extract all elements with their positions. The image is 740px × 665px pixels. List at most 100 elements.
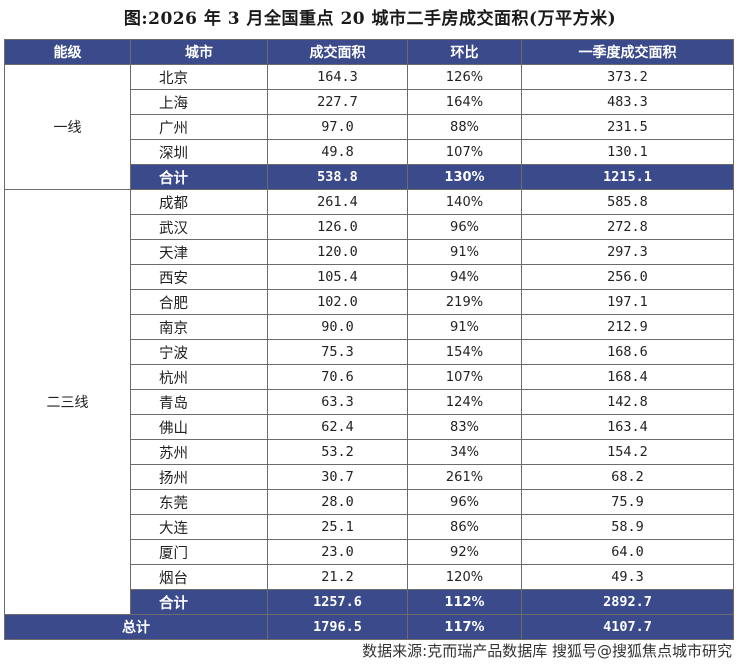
- header-tier: 能级: [4, 39, 131, 65]
- total-row: 总计 1796.5 117% 4107.7: [4, 614, 734, 640]
- area-value: 63.3: [267, 389, 408, 415]
- city-name: 合肥: [130, 289, 268, 315]
- city-name: 深圳: [130, 139, 268, 165]
- city-name: 南京: [130, 314, 268, 340]
- subtotal-row: 合计 538.8 130% 1215.1: [5, 164, 734, 190]
- subtotal-label: 合计: [130, 164, 268, 190]
- q1-value: 75.9: [521, 489, 734, 515]
- subtotal-label: 合计: [130, 589, 268, 615]
- mom-value: 86%: [407, 514, 522, 540]
- table-row: 武汉 126.0 96% 272.8: [5, 214, 734, 240]
- total-q1: 4107.7: [521, 614, 734, 640]
- q1-value: 68.2: [521, 464, 734, 490]
- city-name: 成都: [130, 189, 268, 215]
- area-value: 90.0: [267, 314, 408, 340]
- data-table: 能级 城市 成交面积 环比 一季度成交面积 一线 北京 164.3 126% 373.2…: [4, 39, 734, 640]
- city-name: 宁波: [130, 339, 268, 365]
- q1-value: 231.5: [521, 114, 734, 140]
- city-name: 扬州: [130, 464, 268, 490]
- table-row: 广州 97.0 88% 231.5: [5, 114, 734, 140]
- mom-value: 261%: [407, 464, 522, 490]
- header-mom: 环比: [407, 39, 522, 65]
- data-source: 数据来源:克而瑞产品数据库 搜狐号@搜狐焦点城市研究: [362, 642, 732, 660]
- table-row: 青岛 63.3 124% 142.8: [5, 389, 734, 415]
- mom-value: 83%: [407, 414, 522, 440]
- total-area: 1796.5: [267, 614, 408, 640]
- mom-value: 96%: [407, 214, 522, 240]
- q1-value: 163.4: [521, 414, 734, 440]
- mom-value: 164%: [407, 89, 522, 115]
- subtotal-q1: 1215.1: [521, 164, 734, 190]
- area-value: 30.7: [267, 464, 408, 490]
- q1-value: 197.1: [521, 289, 734, 315]
- area-value: 126.0: [267, 214, 408, 240]
- table-row: 西安 105.4 94% 256.0: [5, 264, 734, 290]
- q1-value: 168.6: [521, 339, 734, 365]
- q1-value: 272.8: [521, 214, 734, 240]
- table-row: 厦门 23.0 92% 64.0: [5, 539, 734, 565]
- city-name: 东莞: [130, 489, 268, 515]
- table-row: 东莞 28.0 96% 75.9: [5, 489, 734, 515]
- mom-value: 91%: [407, 314, 522, 340]
- tier-label: 一线: [4, 64, 131, 190]
- q1-value: 130.1: [521, 139, 734, 165]
- area-value: 75.3: [267, 339, 408, 365]
- area-value: 70.6: [267, 364, 408, 390]
- q1-value: 58.9: [521, 514, 734, 540]
- q1-value: 64.0: [521, 539, 734, 565]
- city-name: 武汉: [130, 214, 268, 240]
- city-name: 北京: [130, 64, 268, 90]
- q1-value: 483.3: [521, 89, 734, 115]
- city-name: 西安: [130, 264, 268, 290]
- mom-value: 107%: [407, 364, 522, 390]
- mom-value: 219%: [407, 289, 522, 315]
- mom-value: 96%: [407, 489, 522, 515]
- mom-value: 88%: [407, 114, 522, 140]
- subtotal-row: 合计 1257.6 112% 2892.7: [5, 589, 734, 615]
- q1-value: 256.0: [521, 264, 734, 290]
- table-body: 一线 北京 164.3 126% 373.2 上海 227.7 164% 483.3 广州 97.0…: [4, 64, 734, 640]
- city-name: 厦门: [130, 539, 268, 565]
- mom-value: 34%: [407, 439, 522, 465]
- city-name: 青岛: [130, 389, 268, 415]
- mom-value: 154%: [407, 339, 522, 365]
- table-row: 合肥 102.0 219% 197.1: [5, 289, 734, 315]
- q1-value: 373.2: [521, 64, 734, 90]
- area-value: 23.0: [267, 539, 408, 565]
- area-value: 102.0: [267, 289, 408, 315]
- mom-value: 124%: [407, 389, 522, 415]
- area-value: 21.2: [267, 564, 408, 590]
- area-value: 53.2: [267, 439, 408, 465]
- q1-value: 49.3: [521, 564, 734, 590]
- subtotal-area: 1257.6: [267, 589, 408, 615]
- header-area: 成交面积: [267, 39, 408, 65]
- table-row: 二三线 成都 261.4 140% 585.8: [4, 189, 734, 615]
- tier-label: 二三线: [4, 189, 131, 615]
- chart-title: 图:2026 年 3 月全国重点 20 城市二手房成交面积(万平方米): [123, 9, 617, 29]
- q1-value: 297.3: [521, 239, 734, 265]
- q1-value: 585.8: [521, 189, 734, 215]
- header-row: 能级 城市 成交面积 环比 一季度成交面积: [4, 39, 734, 65]
- table-row: 杭州 70.6 107% 168.4: [5, 364, 734, 390]
- q1-value: 142.8: [521, 389, 734, 415]
- area-value: 164.3: [267, 64, 408, 90]
- total-mom: 117%: [407, 614, 522, 640]
- total-label: 总计: [4, 614, 268, 640]
- city-name: 大连: [130, 514, 268, 540]
- area-value: 28.0: [267, 489, 408, 515]
- table-row: 上海 227.7 164% 483.3: [5, 89, 734, 115]
- area-value: 49.8: [267, 139, 408, 165]
- mom-value: 120%: [407, 564, 522, 590]
- table-row: 天津 120.0 91% 297.3: [5, 239, 734, 265]
- table-row: 烟台 21.2 120% 49.3: [5, 564, 734, 590]
- mom-value: 107%: [407, 139, 522, 165]
- area-value: 97.0: [267, 114, 408, 140]
- area-value: 227.7: [267, 89, 408, 115]
- city-name: 佛山: [130, 414, 268, 440]
- subtotal-q1: 2892.7: [521, 589, 734, 615]
- table-row: 佛山 62.4 83% 163.4: [5, 414, 734, 440]
- mom-value: 94%: [407, 264, 522, 290]
- city-name: 烟台: [130, 564, 268, 590]
- mom-value: 126%: [407, 64, 522, 90]
- area-value: 261.4: [267, 189, 408, 215]
